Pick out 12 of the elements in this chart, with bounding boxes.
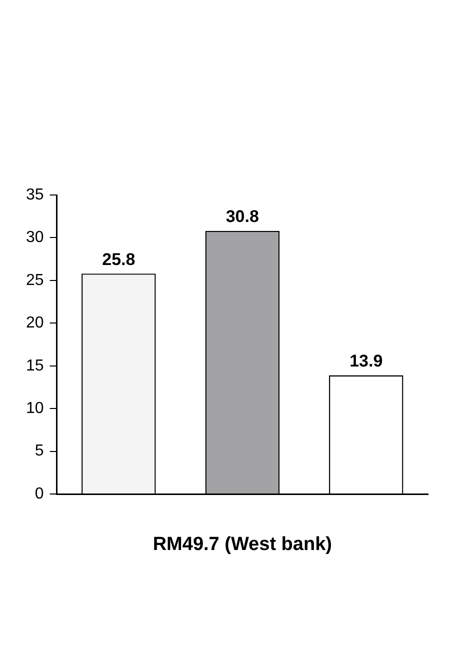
y-tick-label: 0 [34, 485, 44, 502]
y-tick-label: 20 [26, 314, 44, 332]
y-tick-label: 15 [26, 357, 44, 374]
y-tick-label: 35 [26, 186, 44, 204]
y-tick-label: 30 [26, 229, 44, 246]
x-axis-title: RM49.7 (West bank) [152, 534, 332, 555]
data-label: 30.8 [226, 207, 259, 226]
y-tick-label: 5 [34, 442, 44, 460]
y-tick-label: 25 [26, 272, 44, 289]
data-label: 13.9 [350, 351, 383, 370]
y-tick-label: 10 [26, 400, 44, 417]
data-label: 25.8 [102, 250, 136, 269]
